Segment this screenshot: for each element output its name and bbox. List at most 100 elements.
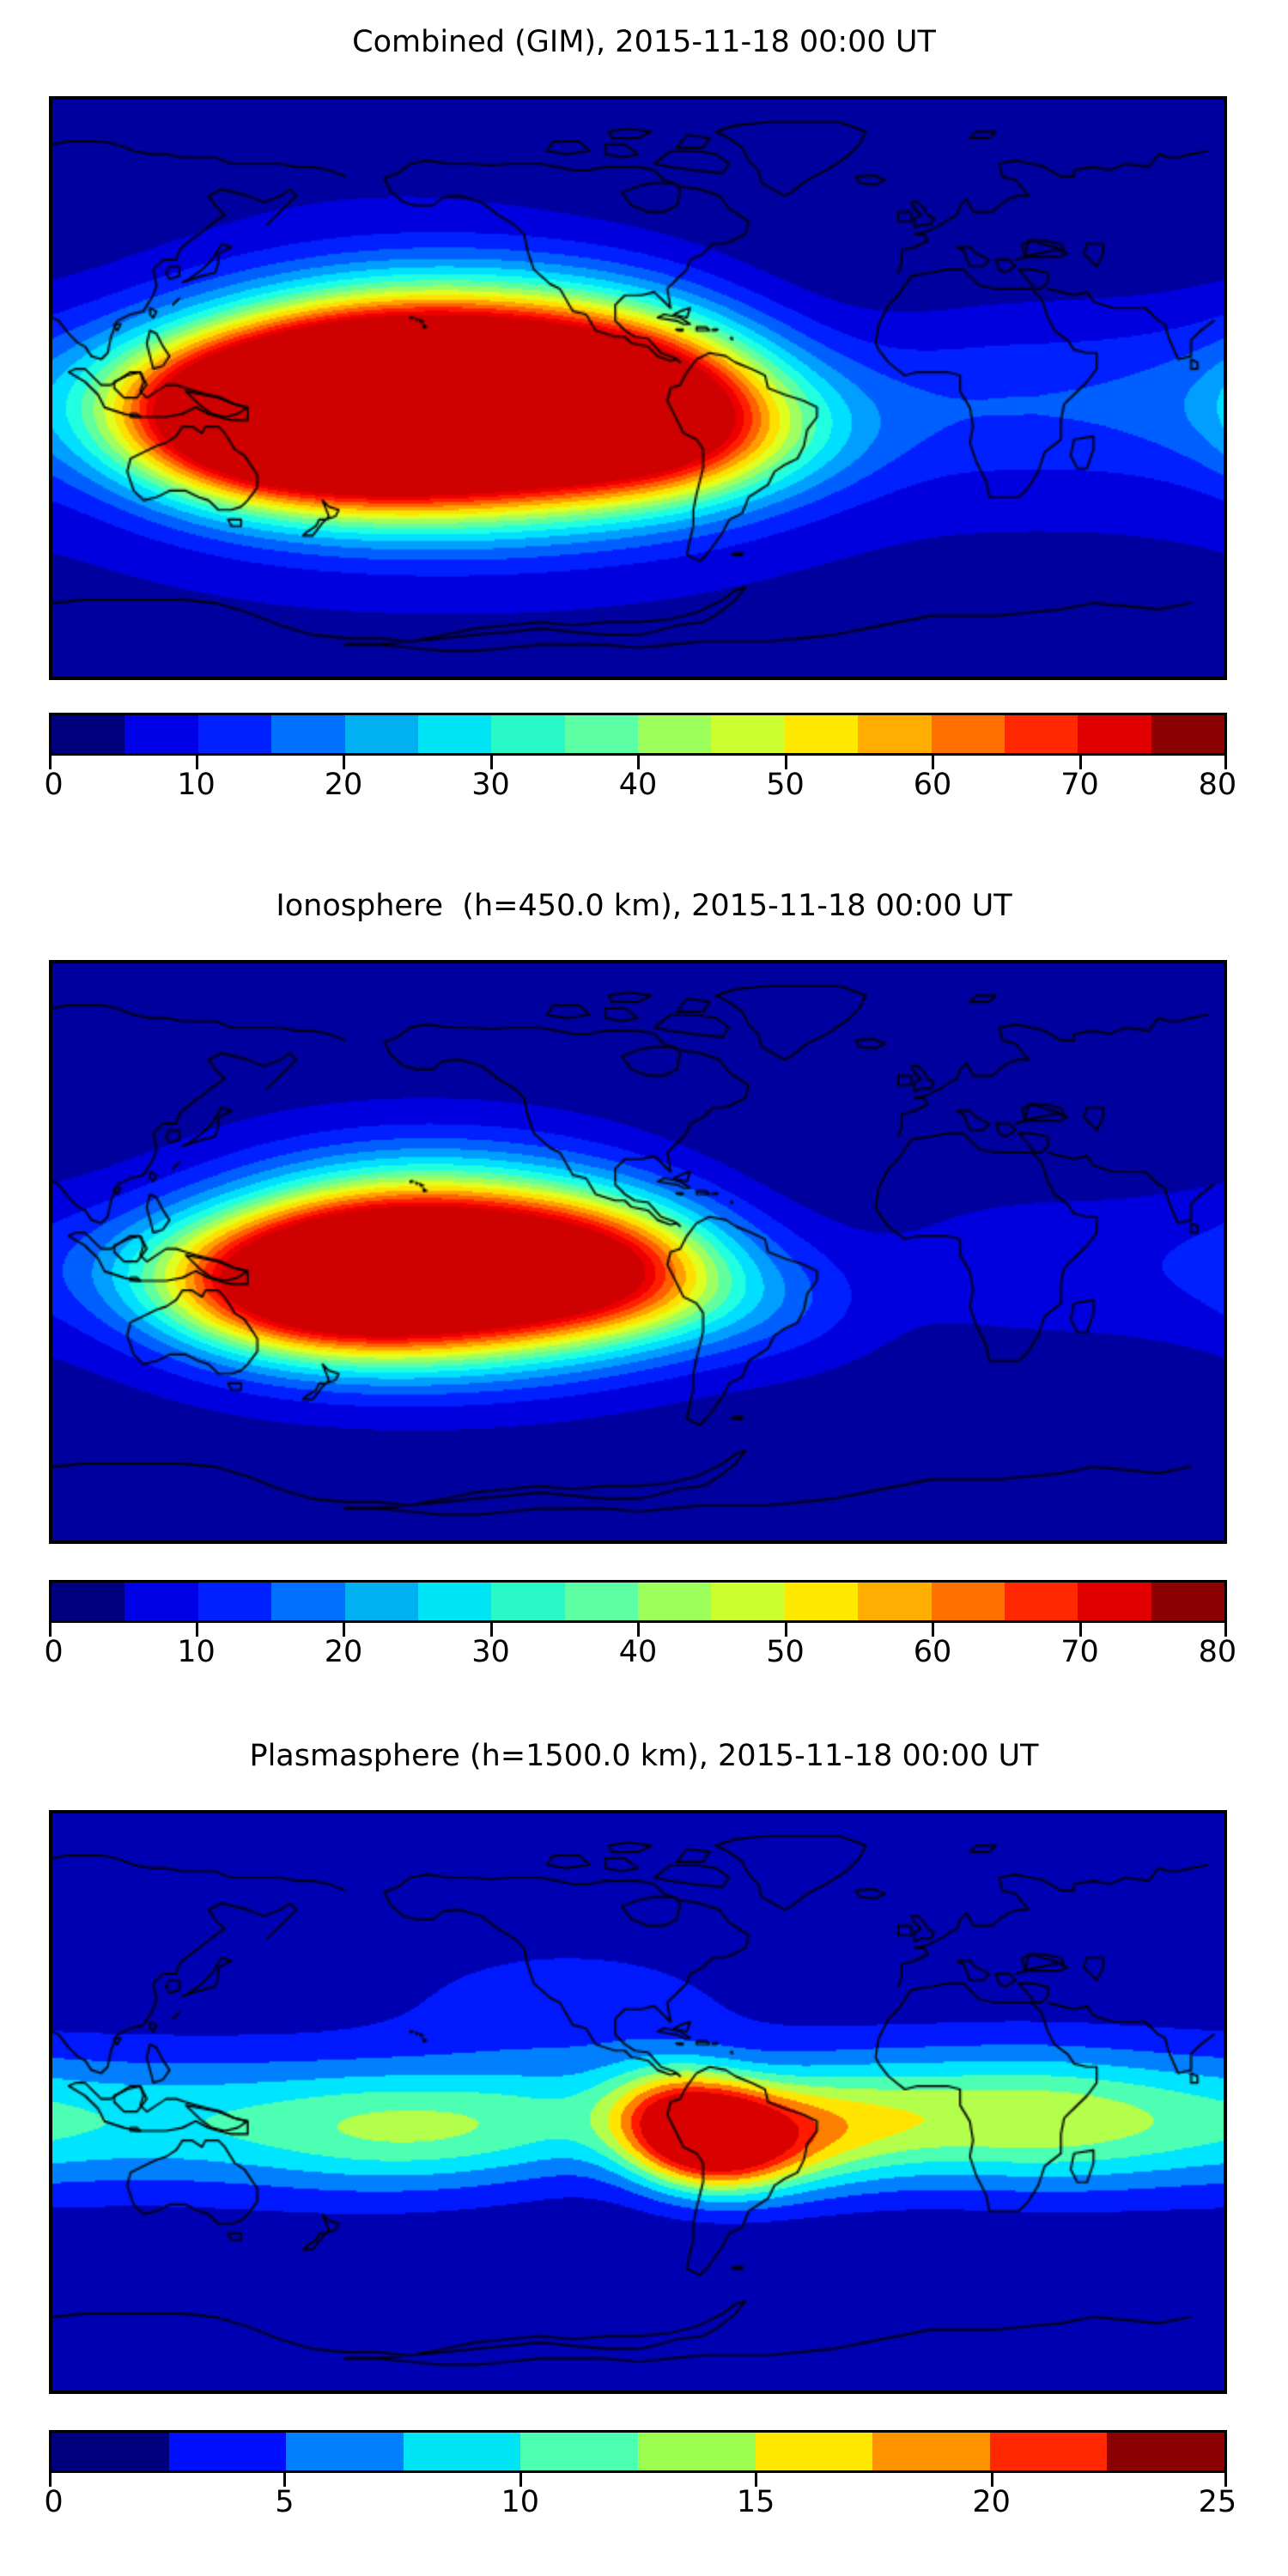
colorbar-band: [52, 715, 125, 753]
colorbar-band: [344, 715, 418, 753]
colorbar-strip: [49, 2430, 1227, 2473]
colorbar-strip: [49, 713, 1227, 756]
colorbar-tick-label: 50: [766, 768, 805, 802]
colorbar-band: [417, 715, 492, 753]
colorbar-tick: [519, 2473, 522, 2487]
colorbar-band: [491, 715, 565, 753]
colorbar-band: [872, 2433, 990, 2470]
colorbar-combined-gim: 0 10 20 30 40 50 60 70 80: [44, 713, 1236, 811]
colorbar-band: [755, 2433, 873, 2470]
colorbar-tick: [784, 1623, 787, 1637]
colorbar-band: [1078, 1583, 1151, 1620]
colorbar-tick: [637, 1623, 640, 1637]
colorbar-tick-label: 30: [471, 1635, 510, 1669]
colorbar-tick: [343, 756, 345, 769]
colorbar-band: [858, 1583, 932, 1620]
colorbar-tick-label: 70: [1060, 768, 1099, 802]
colorbar-tick-labels: 0 10 20 30 40 50 60 70 80: [44, 1635, 1236, 1678]
colorbar-tick-label: 30: [471, 768, 510, 802]
colorbar-tick-label: 70: [1060, 1635, 1099, 1669]
colorbar-band: [1078, 715, 1151, 753]
colorbar-band: [784, 715, 859, 753]
colorbar-tick: [489, 1623, 493, 1637]
colorbar-tick: [1224, 2473, 1227, 2487]
colorbar-band: [271, 715, 345, 753]
colorbar-tick-label: 10: [501, 2485, 540, 2519]
colorbar-tick: [283, 2473, 287, 2487]
colorbar-ticks: [49, 2473, 1227, 2487]
colorbar-band: [1004, 1583, 1078, 1620]
colorbar-tick-label: 0: [44, 2485, 64, 2519]
colorbar-band: [197, 1583, 272, 1620]
colorbar-tick-label: 5: [275, 2485, 295, 2519]
colorbar-tick-labels: 0 10 20 30 40 50 60 70 80: [44, 768, 1236, 811]
colorbar-tick-label: 15: [736, 2485, 775, 2519]
colorbar-tick-label: 80: [1198, 1635, 1237, 1669]
colorbar-band: [197, 715, 272, 753]
colorbar-tick-label: 10: [177, 768, 216, 802]
colorbar-tick-labels: 0 5 10 15 20 25: [44, 2485, 1236, 2528]
colorbar-ionosphere: 0 10 20 30 40 50 60 70 80: [44, 1580, 1236, 1678]
colorbar-tick: [784, 756, 787, 769]
colorbar-tick-label: 60: [913, 1635, 952, 1669]
colorbar-tick-label: 20: [324, 768, 363, 802]
colorbar-tick: [932, 756, 934, 769]
colorbar-band: [784, 1583, 859, 1620]
map-raster: [52, 963, 1224, 1540]
colorbar-tick: [1224, 756, 1227, 769]
colorbar-tick-label: 0: [44, 768, 64, 802]
panel-title: Plasmasphere (h=1500.0 km), 2015-11-18 0…: [249, 1739, 1039, 1773]
colorbar-tick: [49, 1623, 52, 1637]
colorbar-band: [564, 1583, 638, 1620]
colorbar-band: [637, 2433, 756, 2470]
colorbar-band: [417, 1583, 492, 1620]
colorbar-tick: [1078, 756, 1082, 769]
colorbar-ticks: [49, 756, 1227, 769]
panel-plasmasphere: Plasmasphere (h=1500.0 km), 2015-11-18 0…: [0, 1726, 1288, 2576]
colorbar-band: [344, 1583, 418, 1620]
colorbar-tick-label: 40: [618, 768, 658, 802]
colorbar-tick: [195, 1623, 198, 1637]
colorbar-band: [1151, 715, 1224, 753]
colorbar-band: [858, 715, 932, 753]
colorbar-strip: [49, 1580, 1227, 1623]
colorbar-band: [564, 715, 638, 753]
map-raster: [52, 100, 1224, 677]
colorbar-band: [52, 1583, 125, 1620]
colorbar-band: [286, 2433, 404, 2470]
colorbar-tick: [990, 2473, 993, 2487]
colorbar-band: [491, 1583, 565, 1620]
colorbar-band: [931, 1583, 1005, 1620]
colorbar-band: [168, 2433, 287, 2470]
panel-title: Combined (GIM), 2015-11-18 00:00 UT: [352, 25, 936, 59]
colorbar-band: [271, 1583, 345, 1620]
colorbar-plasmasphere: 0 5 10 15 20 25: [44, 2430, 1236, 2528]
colorbar-tick-label: 50: [766, 1635, 805, 1669]
colorbar-tick: [932, 1623, 934, 1637]
colorbar-tick-label: 25: [1198, 2485, 1237, 2519]
colorbar-tick: [49, 756, 52, 769]
colorbar-band: [125, 715, 198, 753]
colorbar-tick-label: 60: [913, 768, 952, 802]
colorbar-tick: [49, 2473, 52, 2487]
colorbar-tick: [1224, 1623, 1227, 1637]
colorbar-band: [1107, 2433, 1224, 2470]
colorbar-tick-label: 80: [1198, 768, 1237, 802]
colorbar-band: [125, 1583, 198, 1620]
colorbar-tick: [343, 1623, 345, 1637]
map-raster: [52, 1814, 1224, 2391]
colorbar-band: [52, 2433, 169, 2470]
map-combined-gim: [49, 96, 1227, 680]
colorbar-band: [1004, 715, 1078, 753]
colorbar-tick-label: 10: [177, 1635, 216, 1669]
colorbar-band: [711, 715, 785, 753]
colorbar-band: [931, 715, 1005, 753]
colorbar-band: [1151, 1583, 1224, 1620]
colorbar-tick-label: 20: [324, 1635, 363, 1669]
colorbar-tick: [195, 756, 198, 769]
panel-title: Ionosphere (h=450.0 km), 2015-11-18 00:0…: [276, 889, 1012, 923]
map-plasmasphere: [49, 1810, 1227, 2394]
colorbar-tick: [489, 756, 493, 769]
colorbar-tick-label: 0: [44, 1635, 64, 1669]
